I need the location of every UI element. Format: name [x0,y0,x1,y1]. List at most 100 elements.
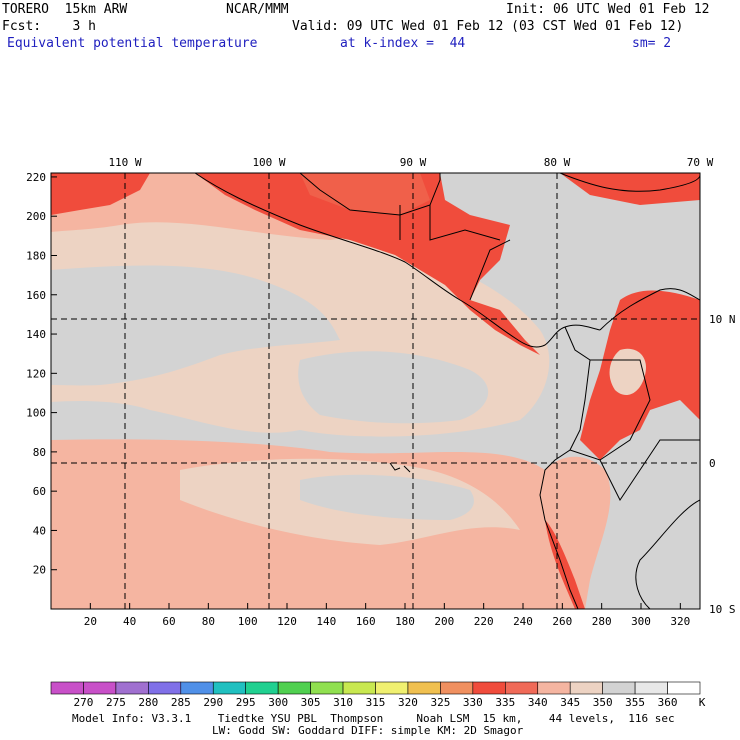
x-tick-label: 240 [513,615,533,628]
lat-label: 10 N [709,313,736,326]
x-tick-label: 20 [84,615,97,628]
colorbar-label: 320 [398,696,418,709]
longitude-labels: 110 W 100 W 90 W 80 W 70 W [108,156,713,169]
x-tick-label: 80 [202,615,215,628]
x-tick-label: 220 [474,615,494,628]
colorbar-label: 275 [106,696,126,709]
forecast-hour: Fcst: 3 h [2,19,96,34]
colorbar-swatch [148,681,182,695]
y-tick-label: 40 [33,524,46,537]
field-region-south-350 [300,474,474,520]
model-info-line1: Model Info: V3.3.1 Tiedtke YSU PBL Thomp… [72,712,675,725]
colorbar-label: 355 [625,696,645,709]
colorbar-label: 330 [463,696,483,709]
colorbar-swatch [667,681,701,695]
colorbar-swatch [504,681,539,695]
k-index-label: at k-index = 44 [340,36,466,51]
colorbar-label: 325 [430,696,450,709]
colorbar-label: 340 [528,696,548,709]
x-tick-label: 180 [395,615,415,628]
lon-label: 100 W [252,156,285,169]
colorbar-swatch [310,681,344,695]
colorbar-swatch [342,681,376,695]
y-tick-label: 200 [26,210,46,223]
colorbar-swatch [440,681,474,695]
colorbar-swatch [375,681,409,695]
field-region-mid-350 [298,351,489,424]
colorbar-swatch [569,681,603,695]
lon-label: 110 W [108,156,141,169]
field-region-west-350 [51,265,340,386]
y-tick-label: 60 [33,485,46,498]
colorbar-label: 290 [203,696,223,709]
colorbar-label: 285 [171,696,191,709]
model-info-line2: LW: Godd SW: Goddard DIFF: simple KM: 2D… [212,724,524,737]
x-tick-label: 160 [356,615,376,628]
field-region-caribbean-330 [560,173,700,205]
field-region-yucatan-325 [300,173,430,215]
y-tick-label: 140 [26,328,46,341]
x-tick-label: 280 [592,615,612,628]
x-axis: 20 40 60 80 100 120 140 160 180 200 220 240 260 280 30… [84,603,690,628]
colorbar-label: 345 [560,696,580,709]
y-tick-label: 220 [26,171,46,184]
colorbar: 270 275 280 285 290 295 300 305 310 315 320 325 330 3… [50,681,706,709]
colorbar-swatch [83,681,117,695]
org-label: NCAR/MMM [226,2,289,17]
init-time: Init: 06 UTC Wed 01 Feb 12 [506,2,710,17]
x-tick-label: 140 [316,615,336,628]
y-tick-label: 160 [26,289,46,302]
colorbar-label: 360 [658,696,678,709]
colorbar-swatch [180,681,214,695]
field-region-central-america-330 [195,173,540,355]
colorbar-swatch [50,681,84,695]
y-tick-label: 100 [26,407,46,420]
theta-e-field [51,173,700,609]
colorbar-swatch [472,681,506,695]
colorbar-swatch [245,681,279,695]
colorbar-label: 310 [333,696,353,709]
latitude-labels: 10 N 0 10 S [709,313,736,616]
x-tick-label: 300 [631,615,651,628]
colorbar-swatch [115,681,149,695]
lon-label: 90 W [400,156,427,169]
colorbar-label: 335 [495,696,515,709]
lat-lon-grid [51,173,700,609]
lat-label: 0 [709,457,716,470]
smoothing-label: sm= 2 [632,36,672,51]
colorbar-label: 280 [138,696,158,709]
colorbar-swatch [277,681,311,695]
lon-label: 70 W [687,156,714,169]
colorbar-label: 305 [301,696,321,709]
colorbar-swatch [212,681,247,695]
colorbar-label: 270 [74,696,94,709]
colorbar-swatch [407,681,441,695]
plot-frame [50,172,701,610]
x-tick-label: 60 [162,615,175,628]
colorbar-swatch [634,681,668,695]
field-name: Equivalent potential temperature [7,36,258,51]
y-axis: 20 40 60 80 100 120 140 160 180 200 220 [26,171,57,577]
x-tick-label: 320 [670,615,690,628]
y-tick-label: 80 [33,446,46,459]
colorbar-label: 350 [593,696,613,709]
model-title: TORERO 15km ARW [2,2,128,17]
y-tick-label: 120 [26,367,46,380]
coastlines [194,173,700,609]
valid-time: Valid: 09 UTC Wed 01 Feb 12 (03 CST Wed … [292,19,684,34]
lon-label: 80 W [544,156,571,169]
x-tick-label: 200 [434,615,454,628]
x-tick-label: 120 [277,615,297,628]
colorbar-label: 300 [268,696,288,709]
y-tick-label: 20 [33,564,46,577]
colorbar-label: 315 [366,696,386,709]
colorbar-swatch [537,681,571,695]
field-region-peru-coast-330 [545,520,585,609]
field-region-brazil-350 [605,440,700,609]
x-tick-label: 260 [552,615,572,628]
colorbar-unit: K [699,696,706,709]
colorbar-swatch [602,681,636,695]
x-tick-label: 40 [123,615,136,628]
lat-label: 10 S [709,603,736,616]
